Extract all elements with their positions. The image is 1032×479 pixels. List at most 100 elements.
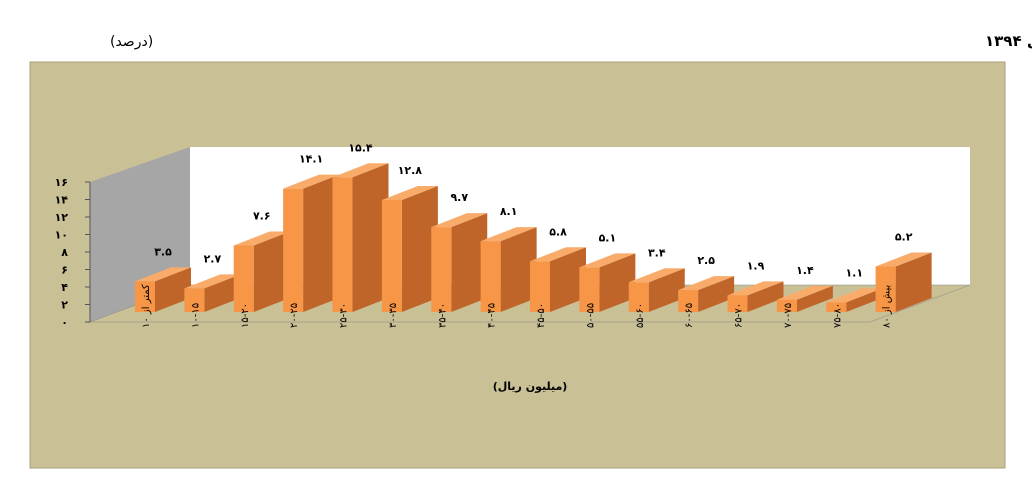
- bar-side: [747, 281, 784, 312]
- value-label: ۱۴.۱: [299, 153, 323, 166]
- bar: [283, 174, 340, 312]
- x-tick-label: ۴۰-۴۵: [487, 303, 498, 328]
- bar-front: [875, 266, 896, 312]
- bar-side: [451, 213, 488, 312]
- y-tick-label: ۰: [61, 316, 68, 329]
- x-tick-label: ۶۵-۷۰: [734, 303, 745, 328]
- x-tick-label: ۵۵-۶۰: [635, 303, 646, 328]
- bar: [678, 276, 735, 312]
- bar-side: [352, 163, 389, 312]
- bar-side: [698, 276, 735, 312]
- value-label: ۵.۲: [895, 231, 913, 244]
- bar-front: [628, 282, 649, 312]
- bar-top: [579, 253, 636, 268]
- bar-top: [678, 276, 735, 291]
- x-tick-label: ۳۰-۳۵: [388, 303, 399, 328]
- x-tick-label: بیش از ۸۰: [882, 285, 893, 328]
- bar-side: [895, 252, 932, 312]
- x-tick-label: ۱۰-۱۵: [190, 303, 201, 328]
- bar-front: [727, 295, 748, 312]
- x-tick-label: ۱۵-۲۰: [240, 303, 251, 328]
- bar-top: [875, 252, 932, 267]
- y-tick-label: ۱۰: [55, 229, 68, 242]
- bar-front: [826, 302, 847, 312]
- bar-front: [381, 200, 402, 312]
- y-tick-label: ۶: [61, 264, 68, 277]
- bar: [530, 247, 586, 312]
- x-axis-label: (میلیون ریال): [493, 380, 568, 393]
- bar-side: [303, 174, 340, 312]
- bar-top: [727, 281, 784, 296]
- x-tick-label: ۲۵-۳۰: [339, 303, 350, 328]
- x-tick-label: ۲۰-۲۵: [289, 303, 300, 328]
- bar-side: [550, 247, 586, 312]
- bar: [431, 213, 488, 312]
- bar-top: [381, 186, 438, 200]
- bar-top: [826, 288, 883, 303]
- bar-front: [530, 261, 550, 312]
- bar-side: [846, 288, 883, 312]
- bar-side: [155, 267, 191, 312]
- bar-side: [500, 227, 537, 312]
- bar: [233, 231, 290, 312]
- chart-title: نمودار ۳- توزیع فراوانی تعداد واحدهای مس…: [985, 32, 1032, 50]
- bar-side: [401, 186, 438, 312]
- value-label: ۲.۵: [697, 254, 715, 267]
- bar: [381, 186, 438, 312]
- y-tick-label: ۱۲: [55, 211, 69, 224]
- y-tick-label: ۱۴: [55, 194, 69, 207]
- value-label: ۱.۹: [747, 259, 765, 272]
- x-tick-label: ۷۵-۸۰: [832, 303, 843, 328]
- bar-front: [431, 227, 452, 312]
- value-label: ۲.۷: [204, 252, 222, 265]
- bar-side: [204, 274, 241, 312]
- bar: [184, 274, 241, 312]
- bar: [727, 281, 784, 312]
- bar-top: [233, 231, 290, 246]
- bar-top: [530, 247, 586, 262]
- bar: [579, 253, 636, 312]
- bar-front: [776, 299, 797, 312]
- bar-top: [135, 267, 191, 282]
- x-tick-label: کمتر از ۱۰: [141, 284, 152, 328]
- value-label: ۱۵.۴: [348, 141, 373, 154]
- bar-front: [233, 245, 254, 312]
- bar-front: [579, 267, 600, 312]
- bar-top: [628, 268, 685, 283]
- bar-side: [648, 268, 685, 312]
- bar-front: [135, 281, 155, 312]
- x-tick-label: ۷۰-۷۵: [783, 303, 794, 328]
- bar-top: [431, 213, 488, 228]
- bar-top: [776, 285, 833, 300]
- unit-label: (درصد): [110, 34, 153, 50]
- bar: [628, 268, 685, 312]
- bar-front: [480, 241, 501, 312]
- bar-front: [283, 188, 304, 312]
- bar-top: [184, 274, 241, 289]
- bar-side: [796, 285, 833, 312]
- value-label: ۱۲.۸: [398, 164, 423, 177]
- value-label: ۱.۱: [845, 266, 863, 279]
- bar-side: [599, 253, 636, 312]
- bar: [135, 267, 191, 312]
- bar-front: [184, 288, 205, 312]
- bar: [875, 252, 932, 312]
- x-tick-label: ۴۵-۵۰: [536, 303, 547, 328]
- value-label: ۱.۴: [796, 264, 814, 277]
- value-label: ۷.۶: [253, 210, 271, 223]
- value-label: ۳.۴: [648, 246, 666, 259]
- value-label: ۹.۷: [450, 191, 468, 204]
- bar-top: [480, 227, 537, 242]
- bar-front: [678, 290, 699, 312]
- bar: [826, 288, 883, 312]
- x-tick-label: ۶۰-۶۵: [684, 303, 695, 328]
- bar-side: [253, 231, 290, 312]
- value-label: ۳.۵: [154, 245, 172, 258]
- y-tick-label: ۴: [61, 281, 68, 294]
- value-label: ۵.۱: [599, 231, 617, 244]
- bar: [332, 163, 389, 312]
- value-label: ۸.۱: [500, 205, 518, 218]
- bar-front: [332, 177, 353, 312]
- bar: [480, 227, 537, 312]
